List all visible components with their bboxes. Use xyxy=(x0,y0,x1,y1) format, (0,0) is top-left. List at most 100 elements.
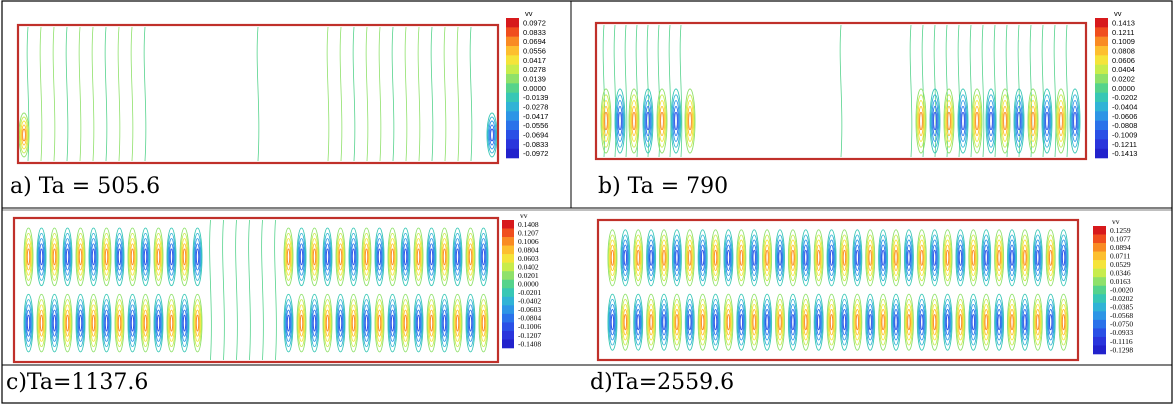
legend-label: -0.0020 xyxy=(1110,286,1133,295)
legend-swatch xyxy=(506,55,519,65)
legend-swatch xyxy=(1095,111,1108,121)
legend-label: 0.0972 xyxy=(523,18,546,27)
legend-swatch xyxy=(1095,120,1108,131)
legend-label: -0.0278 xyxy=(523,102,548,111)
caption-b: b) Ta = 790 xyxy=(598,174,729,199)
panel-d: vv 0.1259 0.1077 0.0894 0.0711 0.0529 0.0346 0.… xyxy=(590,212,1165,364)
plot-border xyxy=(594,21,1088,161)
legend-swatch xyxy=(506,27,519,37)
legend-swatch xyxy=(502,339,514,349)
legend-label: 0.0202 xyxy=(1112,74,1135,83)
legend-label: 0.0346 xyxy=(1110,268,1131,277)
legend-swatch xyxy=(1093,234,1106,244)
legend-label: -0.0556 xyxy=(523,121,548,130)
legend-label: -0.0568 xyxy=(1110,311,1133,320)
legend-swatch xyxy=(502,322,514,332)
legend-swatch xyxy=(1095,148,1108,159)
legend-swatch xyxy=(506,92,519,103)
legend-label: 0.1077 xyxy=(1110,234,1131,243)
legend-title: vv xyxy=(520,212,528,220)
caption-d: d)Ta=2559.6 xyxy=(590,370,735,395)
legend-swatch xyxy=(506,130,519,140)
legend-swatch xyxy=(502,262,514,272)
contour-lines xyxy=(18,26,498,162)
legend-swatch xyxy=(1095,130,1108,140)
legend-label: 0.0000 xyxy=(1112,84,1135,93)
legend-swatch xyxy=(1093,328,1106,338)
legend-swatch xyxy=(502,330,514,340)
legend-label: 0.1413 xyxy=(1112,18,1135,27)
plot-border xyxy=(12,216,500,364)
panel-b: vv 0.1413 0.1211 0.1009 0.0808 0.0606 0.0404 0.… xyxy=(590,8,1165,168)
legend-swatch xyxy=(1093,226,1106,235)
legend-swatch xyxy=(502,288,514,298)
legend-label: -0.1207 xyxy=(518,331,541,340)
legend-title: vv xyxy=(1112,217,1120,226)
plot-border xyxy=(596,218,1080,362)
legend-label: 0.1408 xyxy=(518,220,539,229)
legend-label: 0.0402 xyxy=(518,262,539,271)
legend-label: -0.1298 xyxy=(1110,345,1133,354)
legend-label: -0.0833 xyxy=(523,140,548,149)
legend-label: 0.0278 xyxy=(523,65,546,74)
legend-label: -0.0402 xyxy=(518,297,541,306)
legend-label: -0.1006 xyxy=(518,322,541,331)
legend-swatch xyxy=(506,64,519,75)
contour-plot-a: vv0.09720.08330.06940.05560.04170.02780.… xyxy=(16,9,548,165)
caption-c: c)Ta=1137.6 xyxy=(6,370,149,395)
legend-label: 0.0833 xyxy=(523,28,546,37)
plot-border xyxy=(16,23,500,165)
legend-swatch xyxy=(502,271,514,281)
legend-swatch xyxy=(1093,268,1106,278)
legend-label: 0.0000 xyxy=(523,84,546,93)
legend-swatch xyxy=(1095,46,1108,56)
legend-label: 0.0804 xyxy=(518,245,539,254)
legend-label: 0.0556 xyxy=(523,46,546,55)
legend-label: -0.0417 xyxy=(523,112,548,121)
legend-swatch xyxy=(1095,139,1108,149)
legend-label: -0.0750 xyxy=(1110,320,1133,329)
legend-swatch xyxy=(506,139,519,149)
contour-plot-d: vv0.12590.10770.08940.07110.05290.03460.… xyxy=(596,217,1133,362)
legend-swatch xyxy=(1095,83,1108,93)
legend-label: -0.0804 xyxy=(518,314,541,323)
legend-label: 0.1259 xyxy=(1110,226,1131,235)
legend-label: 0.1207 xyxy=(518,228,539,237)
legend-swatch xyxy=(506,74,519,84)
legend-label: 0.0404 xyxy=(1112,65,1135,74)
legend-swatch xyxy=(502,228,514,238)
legend-label: -0.0808 xyxy=(1112,121,1137,130)
legend-swatch xyxy=(1095,64,1108,75)
legend-swatch xyxy=(1093,285,1106,295)
legend-label: -0.1413 xyxy=(1112,149,1137,158)
legend-swatch xyxy=(1095,102,1108,112)
legend-label: 0.0139 xyxy=(523,74,546,83)
legend-swatch xyxy=(506,83,519,93)
legend-label: 0.1006 xyxy=(518,237,539,246)
legend-label: 0.1009 xyxy=(1112,37,1135,46)
legend-label: -0.0694 xyxy=(523,130,548,139)
legend-swatch xyxy=(1095,92,1108,103)
contour-lines xyxy=(23,219,489,361)
legend-label: 0.0000 xyxy=(518,280,539,289)
legend-label: -0.0933 xyxy=(1110,328,1133,337)
legend-label: -0.0404 xyxy=(1112,102,1137,111)
legend-swatch xyxy=(502,254,514,263)
legend-swatch xyxy=(1093,336,1106,346)
legend-label: -0.0139 xyxy=(523,93,548,102)
legend-swatch xyxy=(502,220,514,229)
color-legend: vv0.09720.08330.06940.05560.04170.02780.… xyxy=(506,9,548,159)
legend-label: -0.0202 xyxy=(1112,93,1137,102)
legend-label: -0.0202 xyxy=(1110,294,1133,303)
legend-label: 0.0417 xyxy=(523,56,546,65)
legend-swatch xyxy=(1095,74,1108,84)
legend-swatch xyxy=(1093,311,1106,321)
legend-label: -0.0603 xyxy=(518,305,541,314)
legend-label: 0.0529 xyxy=(1110,260,1131,269)
legend-swatch xyxy=(502,237,514,246)
caption-a: a) Ta = 505.6 xyxy=(10,174,161,199)
legend-swatch xyxy=(506,18,519,28)
legend-label: 0.1211 xyxy=(1112,28,1134,37)
legend-label: -0.1408 xyxy=(518,339,541,348)
